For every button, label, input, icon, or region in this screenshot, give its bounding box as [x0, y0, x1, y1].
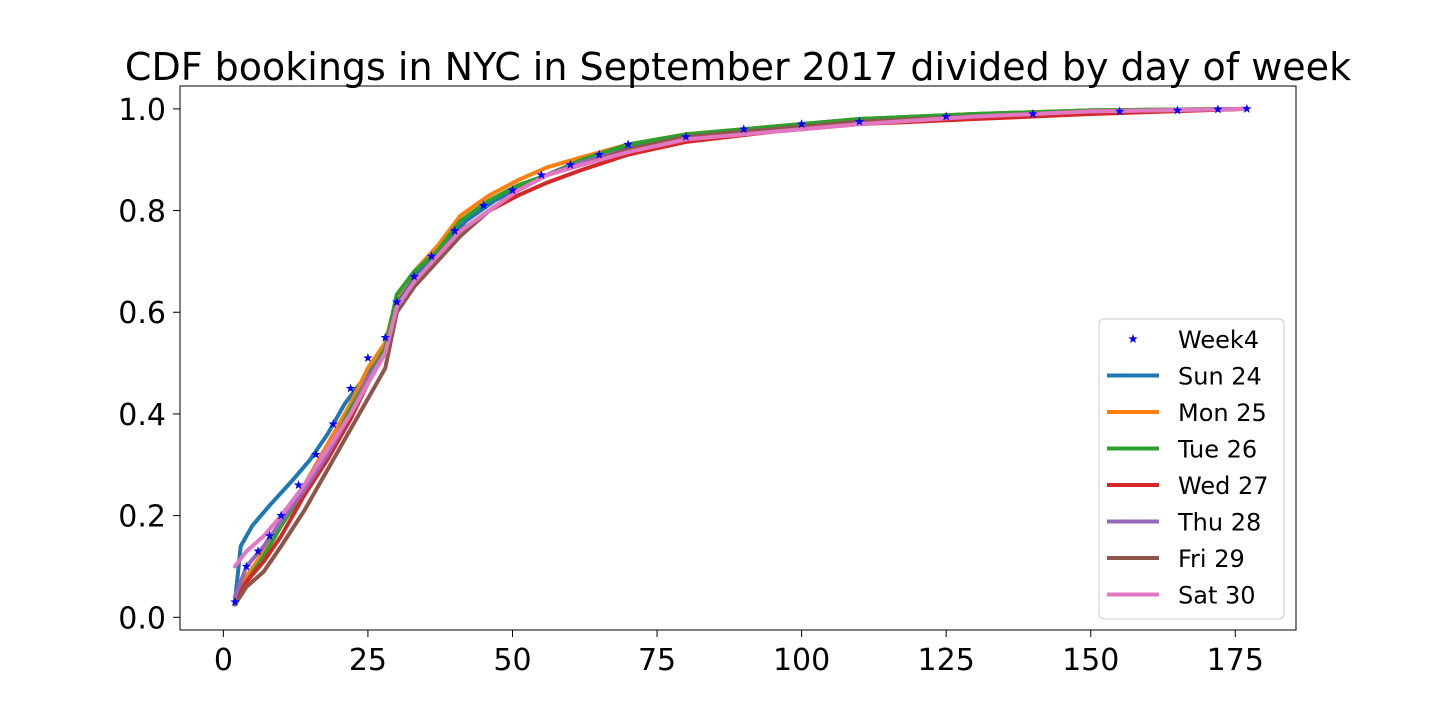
y-tick-label: 0.6	[118, 296, 166, 331]
y-tick-label: 0.0	[118, 601, 166, 636]
legend-label: Mon 25	[1178, 399, 1267, 427]
series-layer	[230, 103, 1252, 607]
week4-point	[565, 159, 576, 169]
week4-point	[230, 597, 240, 607]
week4-point	[328, 419, 338, 429]
legend-box	[1098, 318, 1285, 620]
chart-title: CDF bookings in NYC in September 2017 di…	[125, 45, 1351, 89]
y-tick-label: 0.2	[118, 500, 166, 535]
week4-point	[681, 131, 691, 141]
series-line-sat-30	[232, 106, 1249, 569]
legend-label: Fri 29	[1178, 545, 1245, 573]
week4-point	[1028, 108, 1038, 119]
week4-point	[1242, 103, 1252, 113]
week4-point	[536, 169, 547, 180]
chart-legend: Week4 Sun 24 Mon 25 Tue 26 Wed 27 Thu 28 Fri 2…	[1098, 318, 1285, 620]
legend-marker-week4	[1128, 334, 1138, 344]
week4-point	[264, 530, 275, 540]
week4-point	[449, 225, 460, 235]
legend-label: Sun 24	[1178, 363, 1262, 391]
y-axis: 0.0 0.2 0.4 0.6 0.8 1.0	[118, 93, 180, 636]
week4-point	[1172, 105, 1183, 115]
legend-label: Tue 26	[1177, 436, 1257, 464]
legend-label: Wed 27	[1178, 472, 1269, 500]
legend-label: Sat 30	[1178, 582, 1256, 610]
x-tick-label: 150	[1062, 643, 1119, 678]
week4-point	[293, 480, 304, 490]
x-tick-label: 100	[773, 643, 830, 678]
y-tick-label: 1.0	[118, 93, 166, 128]
week4-point	[941, 111, 951, 121]
x-tick-label: 25	[349, 643, 387, 678]
week4-point	[854, 116, 865, 126]
week4-point	[1114, 106, 1125, 116]
week4-point	[507, 185, 518, 195]
week4-point	[594, 149, 604, 159]
series-line-fri-29	[232, 106, 1249, 607]
week4-point	[739, 124, 749, 134]
week4-point	[1213, 104, 1223, 114]
week4-point	[276, 510, 286, 520]
y-tick-label: 0.8	[118, 195, 166, 230]
week4-point	[345, 383, 356, 393]
plot-area-frame	[179, 85, 1297, 631]
x-tick-label: 175	[1207, 643, 1264, 678]
week4-point	[796, 119, 807, 129]
week4-point	[380, 332, 391, 342]
legend-label: Week4	[1178, 326, 1259, 354]
week4-point	[623, 139, 633, 149]
y-tick-label: 0.4	[118, 398, 166, 433]
week4-point	[409, 271, 419, 281]
x-tick-label: 75	[638, 643, 676, 678]
week4-point	[241, 561, 252, 571]
legend-label: Thu 28	[1177, 509, 1261, 537]
x-tick-label: 50	[493, 643, 531, 678]
week4-point	[426, 251, 437, 261]
week4-point	[392, 297, 402, 307]
week4-point	[478, 200, 489, 210]
x-tick-label: 125	[918, 643, 975, 678]
week4-point	[311, 449, 321, 459]
week4-point	[253, 546, 263, 556]
week4-point	[363, 353, 373, 363]
x-axis: 0 25 50 75 100 125 150 175	[214, 630, 1264, 678]
x-tick-label: 0	[214, 643, 233, 678]
